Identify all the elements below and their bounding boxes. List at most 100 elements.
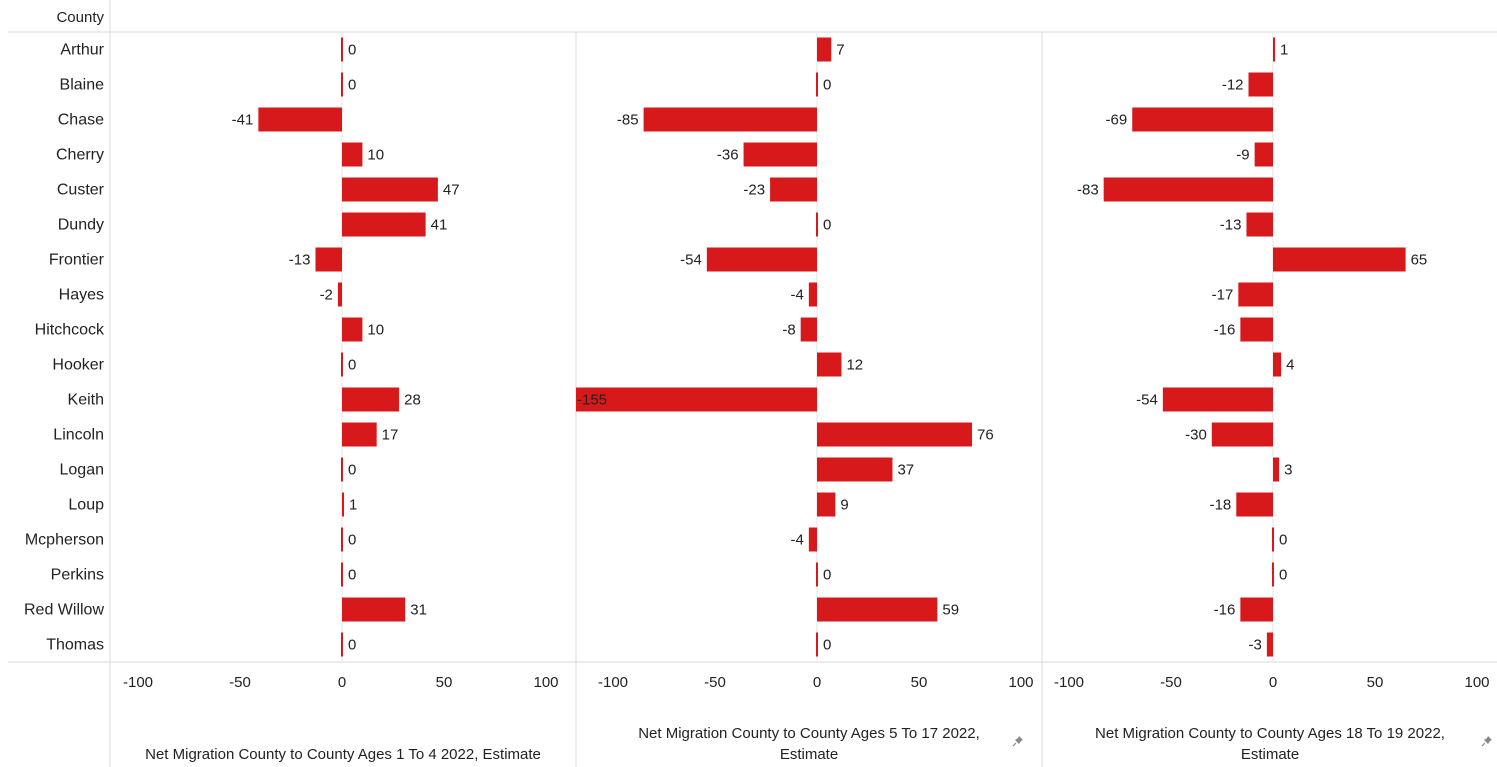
- bar: [817, 492, 836, 517]
- data-label: 0: [823, 567, 831, 584]
- bar: [1240, 317, 1273, 342]
- data-label: 0: [348, 42, 356, 59]
- category-label: Hitchcock: [35, 322, 105, 339]
- x-tick-label: -50: [229, 674, 251, 691]
- data-label: 7: [836, 42, 844, 59]
- data-label: -8: [782, 322, 795, 339]
- bar: [341, 72, 343, 97]
- bar: [342, 492, 345, 517]
- category-label: Logan: [60, 462, 105, 479]
- data-label: -13: [289, 252, 311, 269]
- category-label: Loup: [68, 497, 104, 514]
- data-label: -69: [1106, 112, 1128, 129]
- data-label: 37: [897, 462, 914, 479]
- data-label: -30: [1185, 427, 1207, 444]
- panel-title: Estimate: [1241, 746, 1299, 763]
- data-label: -36: [717, 147, 739, 164]
- data-label: 0: [348, 532, 356, 549]
- category-label: Chase: [58, 112, 104, 129]
- data-label: 0: [1279, 532, 1287, 549]
- data-label: 0: [348, 567, 356, 584]
- data-label: -41: [232, 112, 254, 129]
- bar: [1238, 282, 1273, 307]
- category-label: Red Willow: [24, 602, 104, 619]
- x-tick-label: 0: [338, 674, 346, 691]
- data-label: 65: [1411, 252, 1428, 269]
- bar: [1246, 212, 1273, 237]
- bar: [337, 282, 342, 307]
- bar: [1273, 37, 1276, 62]
- pin-icon[interactable]: [1012, 735, 1024, 747]
- bar: [1211, 422, 1273, 447]
- bar: [341, 352, 343, 377]
- category-label: Arthur: [60, 42, 104, 59]
- bar: [342, 387, 400, 412]
- data-label: 1: [349, 497, 357, 514]
- bar: [817, 352, 842, 377]
- data-label: -54: [680, 252, 702, 269]
- data-label: -83: [1077, 182, 1099, 199]
- category-label: Hooker: [52, 357, 104, 374]
- data-label: -155: [577, 392, 607, 409]
- bar: [817, 37, 832, 62]
- bar: [342, 177, 438, 202]
- bar: [315, 247, 342, 272]
- bar: [770, 177, 817, 202]
- data-label: 31: [410, 602, 427, 619]
- data-label: 10: [367, 147, 384, 164]
- category-label: Cherry: [56, 147, 104, 164]
- bar: [1240, 597, 1273, 622]
- data-label: -12: [1222, 77, 1244, 94]
- data-label: -13: [1220, 217, 1242, 234]
- data-label: 0: [823, 637, 831, 654]
- x-tick-label: 50: [1367, 674, 1384, 691]
- category-label: Lincoln: [53, 427, 104, 444]
- bar: [817, 597, 938, 622]
- bar: [1236, 492, 1273, 517]
- bar: [342, 317, 363, 342]
- category-label: Custer: [57, 182, 105, 199]
- data-label: 0: [348, 77, 356, 94]
- data-label: 10: [367, 322, 384, 339]
- bar: [258, 107, 342, 132]
- data-label: 9: [840, 497, 848, 514]
- data-label: 41: [431, 217, 448, 234]
- bar: [1272, 562, 1274, 587]
- bar: [1162, 387, 1273, 412]
- bar: [817, 457, 893, 482]
- bar: [1248, 72, 1273, 97]
- data-label: -16: [1214, 322, 1236, 339]
- x-tick-label: 100: [1008, 674, 1033, 691]
- panel-title: Net Migration County to County Ages 1 To…: [145, 746, 541, 763]
- data-label: 28: [404, 392, 421, 409]
- bar: [341, 37, 343, 62]
- data-label: -16: [1214, 602, 1236, 619]
- data-label: 4: [1286, 357, 1294, 374]
- bar: [800, 317, 817, 342]
- bar: [341, 562, 343, 587]
- data-label: -54: [1136, 392, 1158, 409]
- x-tick-label: -100: [123, 674, 153, 691]
- category-label: Perkins: [51, 567, 104, 584]
- data-label: -17: [1212, 287, 1234, 304]
- category-label: Dundy: [58, 217, 104, 234]
- bar: [643, 107, 817, 132]
- x-tick-label: 0: [1269, 674, 1277, 691]
- bar: [342, 142, 363, 167]
- data-label: -18: [1210, 497, 1232, 514]
- panel-title: Net Migration County to County Ages 5 To…: [638, 725, 980, 742]
- category-label: Blaine: [60, 77, 105, 94]
- bar: [816, 72, 818, 97]
- bar: [816, 562, 818, 587]
- bar: [1273, 247, 1406, 272]
- bar: [816, 632, 818, 657]
- bar: [1273, 352, 1282, 377]
- data-label: 59: [942, 602, 959, 619]
- data-label: -3: [1249, 637, 1262, 654]
- x-tick-label: -100: [1054, 674, 1084, 691]
- pin-icon[interactable]: [1481, 735, 1493, 747]
- category-label: Keith: [68, 392, 104, 409]
- bar: [341, 527, 343, 552]
- bar: [341, 632, 343, 657]
